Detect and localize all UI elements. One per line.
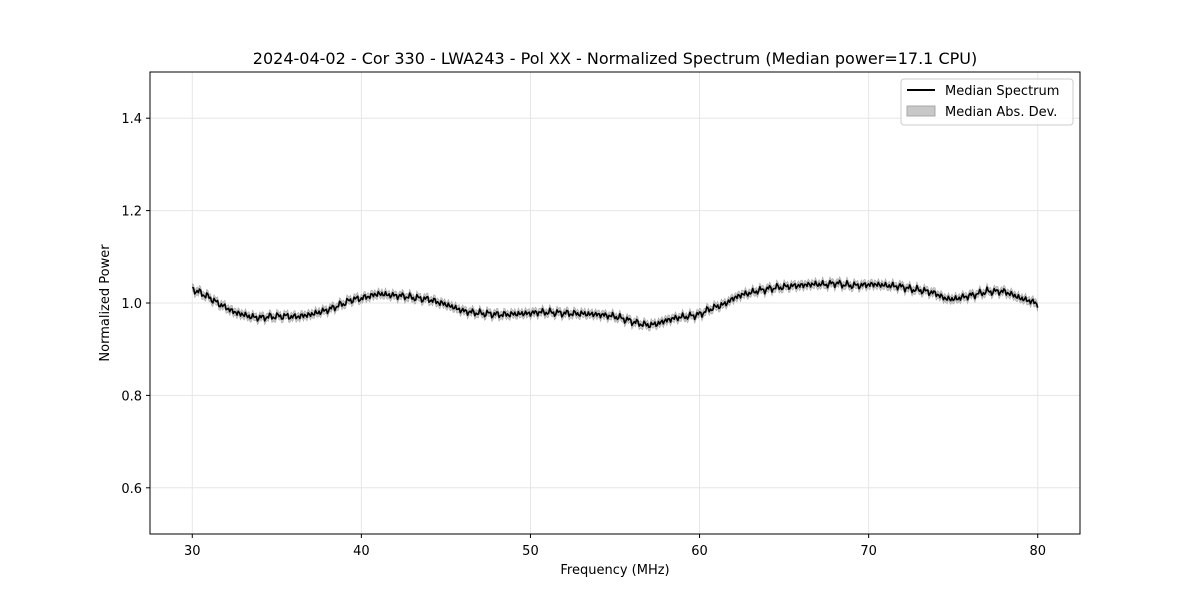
x-tick-label: 40	[353, 544, 370, 559]
legend-band-swatch	[906, 105, 936, 117]
median-spectrum-line	[191, 279, 1039, 329]
y-tick-label: 0.6	[121, 482, 142, 497]
legend: Median Spectrum Median Abs. Dev.	[900, 78, 1074, 126]
legend-box	[900, 78, 1074, 126]
x-tick-label: 80	[1029, 544, 1046, 559]
x-axis-label: Frequency (MHz)	[560, 563, 669, 578]
legend-label-median-spectrum: Median Spectrum	[945, 84, 1059, 99]
y-tick-label: 1.4	[121, 112, 142, 127]
x-tick-label: 50	[522, 544, 539, 559]
mad-band-layer	[192, 275, 1038, 332]
median-line-layer	[191, 279, 1039, 329]
mad-band	[192, 275, 1038, 332]
y-tick-label: 1.2	[121, 205, 142, 220]
y-tick-label: 0.8	[121, 389, 142, 404]
chart-title: 2024-04-02 - Cor 330 - LWA243 - Pol XX -…	[253, 49, 977, 68]
legend-label-median-abs-dev: Median Abs. Dev.	[945, 105, 1057, 120]
x-tick-label: 60	[691, 544, 708, 559]
y-tick-label: 1.0	[121, 297, 142, 312]
x-tick-label: 30	[184, 544, 201, 559]
x-tick-label: 70	[860, 544, 877, 559]
tick-layer: 30 40 50 60 70 80 0.6 0.8 1.0 1.2 1.4	[121, 112, 1046, 559]
y-axis-label: Normalized Power	[98, 244, 113, 362]
